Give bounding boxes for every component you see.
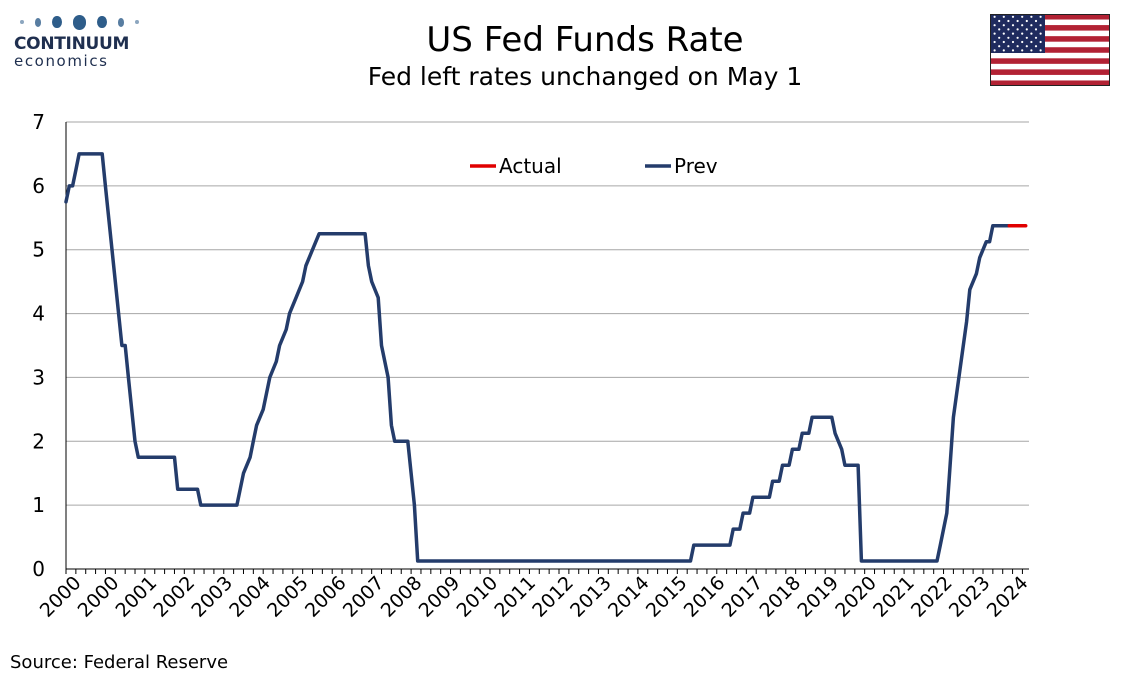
x-tick-label: 2018 bbox=[756, 572, 806, 622]
source-note: Source: Federal Reserve bbox=[10, 652, 229, 673]
y-tick-label: 1 bbox=[32, 493, 45, 517]
x-tick-label: 2014 bbox=[604, 572, 654, 622]
x-tick-label: 2010 bbox=[452, 572, 502, 622]
legend-label-prev: Prev bbox=[674, 154, 718, 178]
x-tick-label: 2009 bbox=[415, 572, 465, 622]
x-tick-label: 2002 bbox=[149, 572, 199, 622]
x-tick-label: 2015 bbox=[642, 572, 692, 622]
x-tick-label: 2017 bbox=[718, 572, 768, 622]
y-tick-label: 2 bbox=[32, 429, 45, 453]
x-tick-label: 2008 bbox=[377, 572, 427, 622]
logo-dots bbox=[20, 14, 140, 30]
x-tick-label: 2013 bbox=[566, 572, 616, 622]
logo-subtitle: economics bbox=[14, 52, 109, 70]
x-tick-label: 2012 bbox=[528, 572, 578, 622]
x-tick-label: 2007 bbox=[339, 572, 389, 622]
x-tick-label: 2020 bbox=[831, 572, 881, 622]
x-tick-label: 2004 bbox=[225, 572, 275, 622]
y-tick-label: 0 bbox=[32, 557, 45, 581]
x-tick-label: 2011 bbox=[490, 572, 540, 622]
series-line-prev bbox=[64, 152, 1012, 563]
x-tick-label: 2016 bbox=[680, 572, 730, 622]
logo-wordmark: CONTINUUM bbox=[14, 34, 130, 54]
us-flag-icon bbox=[990, 14, 1110, 86]
axes: 0123456720002000200120022003200420052006… bbox=[32, 110, 1032, 622]
legend: Actual Prev bbox=[470, 154, 718, 178]
x-tick-label: 2019 bbox=[793, 572, 843, 622]
x-tick-label: 2001 bbox=[112, 572, 162, 622]
series-layer bbox=[64, 152, 1028, 563]
chart-subtitle: Fed left rates unchanged on May 1 bbox=[367, 62, 803, 91]
x-tick-label: 2023 bbox=[945, 572, 995, 622]
legend-label-actual: Actual bbox=[499, 154, 562, 178]
y-tick-label: 4 bbox=[32, 302, 45, 326]
y-tick-label: 6 bbox=[32, 174, 45, 198]
x-tick-label: 2022 bbox=[907, 572, 957, 622]
x-tick-label: 2003 bbox=[187, 572, 237, 622]
gridlines bbox=[66, 121, 1029, 506]
x-tick-label: 2005 bbox=[263, 572, 313, 622]
x-tick-label: 2006 bbox=[301, 572, 351, 622]
y-tick-label: 3 bbox=[32, 365, 45, 389]
x-tick-label: 2021 bbox=[869, 572, 919, 622]
x-tick-label: 2024 bbox=[983, 572, 1033, 622]
y-tick-label: 7 bbox=[32, 110, 45, 134]
continuum-logo-icon: CONTINUUM economics bbox=[14, 14, 140, 76]
x-tick-label: 2000 bbox=[74, 572, 124, 622]
y-tick-label: 5 bbox=[32, 238, 45, 262]
chart-title: US Fed Funds Rate bbox=[426, 20, 744, 60]
